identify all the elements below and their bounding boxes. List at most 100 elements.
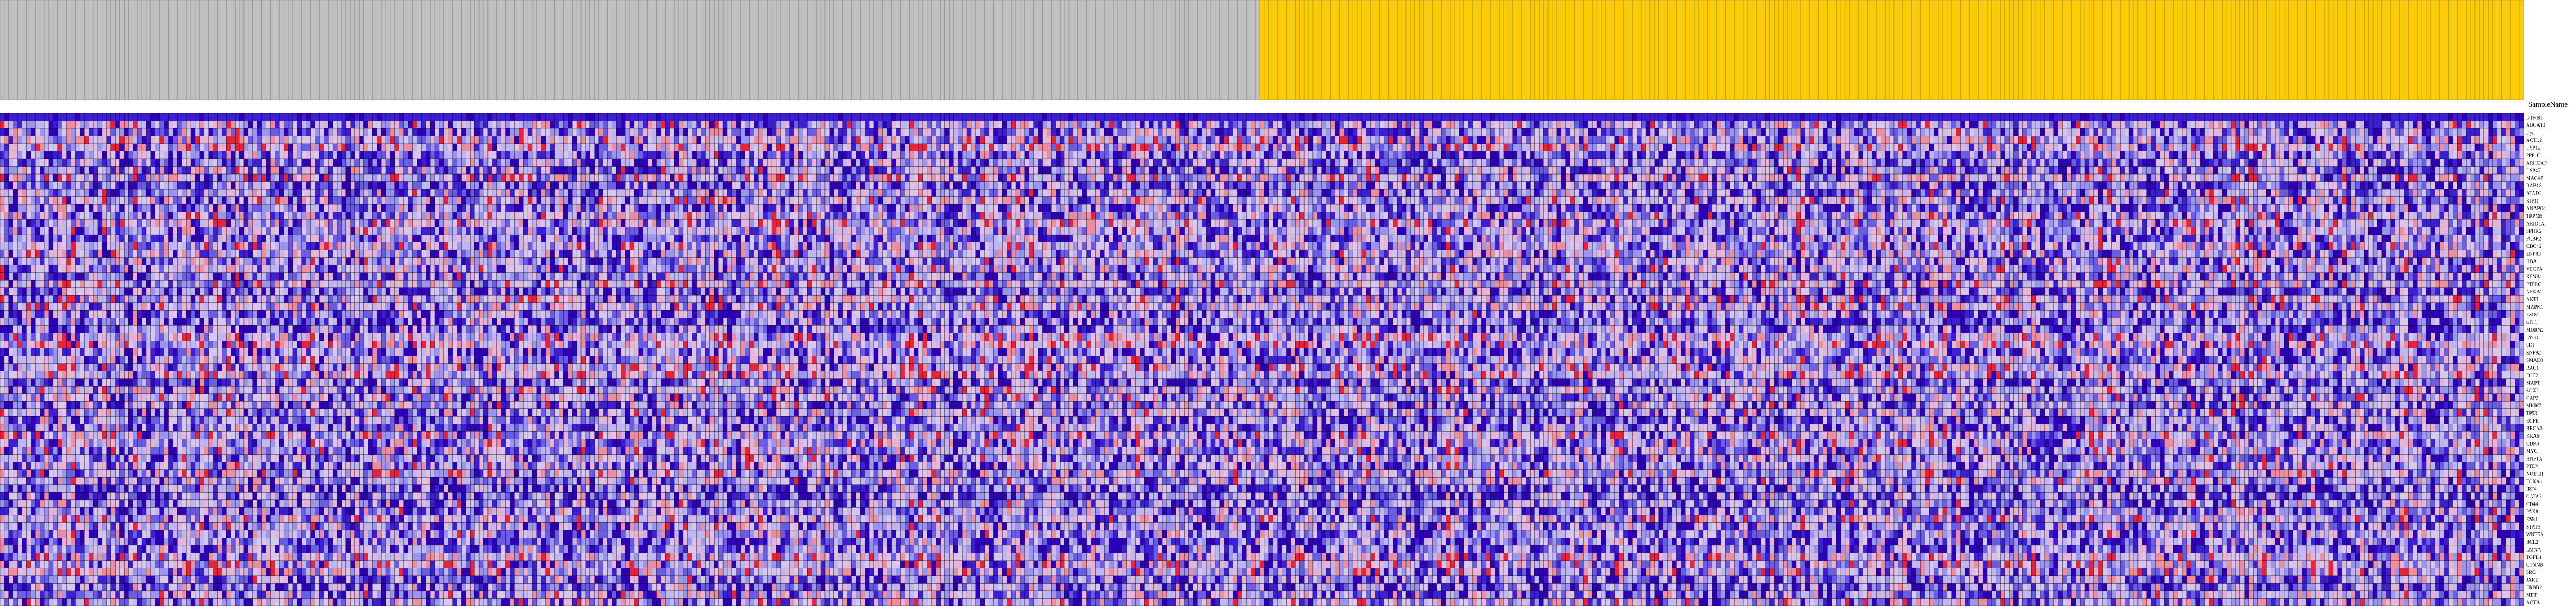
heatmap-cell xyxy=(940,151,945,159)
heatmap-cell xyxy=(949,121,954,129)
heatmap-cell xyxy=(780,151,786,159)
heatmap-cell xyxy=(292,128,298,136)
heatmap-cell xyxy=(1370,151,1375,159)
heatmap-cell xyxy=(1703,143,1708,152)
sample-header-cell xyxy=(2209,0,2214,100)
heatmap-cell xyxy=(532,158,537,167)
heatmap-cell xyxy=(1739,158,1744,167)
heatmap-cell xyxy=(208,166,213,175)
heatmap-cell xyxy=(824,121,830,129)
heatmap-cell xyxy=(363,136,368,144)
sample-header-cell xyxy=(35,0,40,100)
sample-header-cell xyxy=(1113,0,1118,100)
heatmap-cell xyxy=(1716,158,1721,167)
sample-header-cell xyxy=(971,0,976,100)
heatmap-cell xyxy=(2351,151,2356,159)
heatmap-cell xyxy=(1796,121,1801,129)
heatmap-cell xyxy=(2009,158,2014,167)
heatmap-cell xyxy=(474,128,480,136)
heatmap-cell xyxy=(1530,166,1535,175)
heatmap-cell xyxy=(1725,143,1730,152)
heatmap-cell xyxy=(315,136,320,144)
heatmap-cell xyxy=(1889,121,1895,129)
heatmap-cell xyxy=(714,143,719,152)
heatmap-cell xyxy=(2027,151,2032,159)
sample-header-cell xyxy=(2146,0,2151,100)
heatmap-cell xyxy=(231,151,236,159)
heatmap-cell xyxy=(182,121,187,129)
heatmap-cell xyxy=(803,151,808,159)
heatmap-cell xyxy=(931,121,936,129)
heatmap-cell xyxy=(40,151,45,159)
sample-header-cell xyxy=(550,0,555,100)
heatmap-cell xyxy=(1047,113,1052,121)
heatmap-cell xyxy=(1210,143,1216,152)
heatmap-cell xyxy=(164,143,169,152)
heatmap-cell xyxy=(173,151,178,159)
heatmap-cell xyxy=(2466,143,2471,152)
heatmap-cell xyxy=(368,143,373,152)
heatmap-cell xyxy=(1867,128,1872,136)
heatmap-cell xyxy=(417,136,422,144)
heatmap-cell xyxy=(2320,151,2325,159)
heatmap-cell xyxy=(2497,121,2502,129)
heatmap-cell xyxy=(576,151,582,159)
heatmap-cell xyxy=(1339,151,1344,159)
heatmap-cell xyxy=(678,113,684,121)
heatmap-cell xyxy=(2320,128,2325,136)
heatmap-cell xyxy=(1565,113,1570,121)
heatmap-cell xyxy=(616,128,621,136)
heatmap-cell xyxy=(2125,151,2130,159)
heatmap-cell xyxy=(913,136,919,144)
heatmap-cell xyxy=(4,151,9,159)
heatmap-cell xyxy=(807,113,812,121)
heatmap-cell xyxy=(1925,136,1930,144)
heatmap-cell xyxy=(2049,128,2054,136)
heatmap-cell xyxy=(2191,151,2196,159)
heatmap-cell xyxy=(408,158,413,167)
heatmap-cell xyxy=(1898,121,1903,129)
heatmap-cell xyxy=(594,136,599,144)
heatmap-cell xyxy=(1277,166,1282,175)
heatmap-cell xyxy=(2288,158,2293,167)
sample-header-cell xyxy=(1108,0,1114,100)
heatmap-cell xyxy=(1303,143,1309,152)
heatmap-cell xyxy=(701,121,706,129)
sample-header-cell xyxy=(2435,0,2440,100)
heatmap-cell xyxy=(53,136,58,144)
heatmap-cell xyxy=(2364,158,2369,167)
heatmap-cell xyxy=(2248,113,2254,121)
sample-header-cell xyxy=(727,0,732,100)
heatmap-cell xyxy=(239,166,245,175)
sample-header-cell xyxy=(940,0,945,100)
heatmap-cell xyxy=(1153,136,1158,144)
heatmap-cell xyxy=(829,143,834,152)
heatmap-cell xyxy=(1379,136,1384,144)
heatmap-cell xyxy=(1126,136,1131,144)
sample-header-cell xyxy=(39,0,45,100)
heatmap-cell xyxy=(594,166,599,175)
sample-header-cell xyxy=(1348,0,1353,100)
heatmap-cell xyxy=(2519,151,2524,159)
heatmap-cell xyxy=(2386,113,2391,121)
sample-header-cell xyxy=(1472,0,1477,100)
heatmap-cell xyxy=(385,143,391,152)
heatmap-cell xyxy=(652,121,657,129)
heatmap-cell xyxy=(478,158,484,167)
heatmap-cell xyxy=(2093,151,2098,159)
heatmap-cell xyxy=(740,166,745,175)
heatmap-cell xyxy=(1610,136,1615,144)
heatmap-cell xyxy=(1308,136,1314,144)
heatmap-cell xyxy=(829,166,834,175)
heatmap-cell xyxy=(177,113,182,121)
heatmap-cell xyxy=(2120,136,2125,144)
heatmap-cell xyxy=(332,158,338,167)
heatmap-cell xyxy=(1517,151,1522,159)
sample-header-cell xyxy=(1632,0,1637,100)
heatmap-cell xyxy=(2235,128,2241,136)
heatmap-cell xyxy=(2067,158,2072,167)
heatmap-cell xyxy=(478,143,484,152)
heatmap-cell xyxy=(71,113,76,121)
heatmap-cell xyxy=(2076,136,2081,144)
heatmap-cell xyxy=(798,143,803,152)
